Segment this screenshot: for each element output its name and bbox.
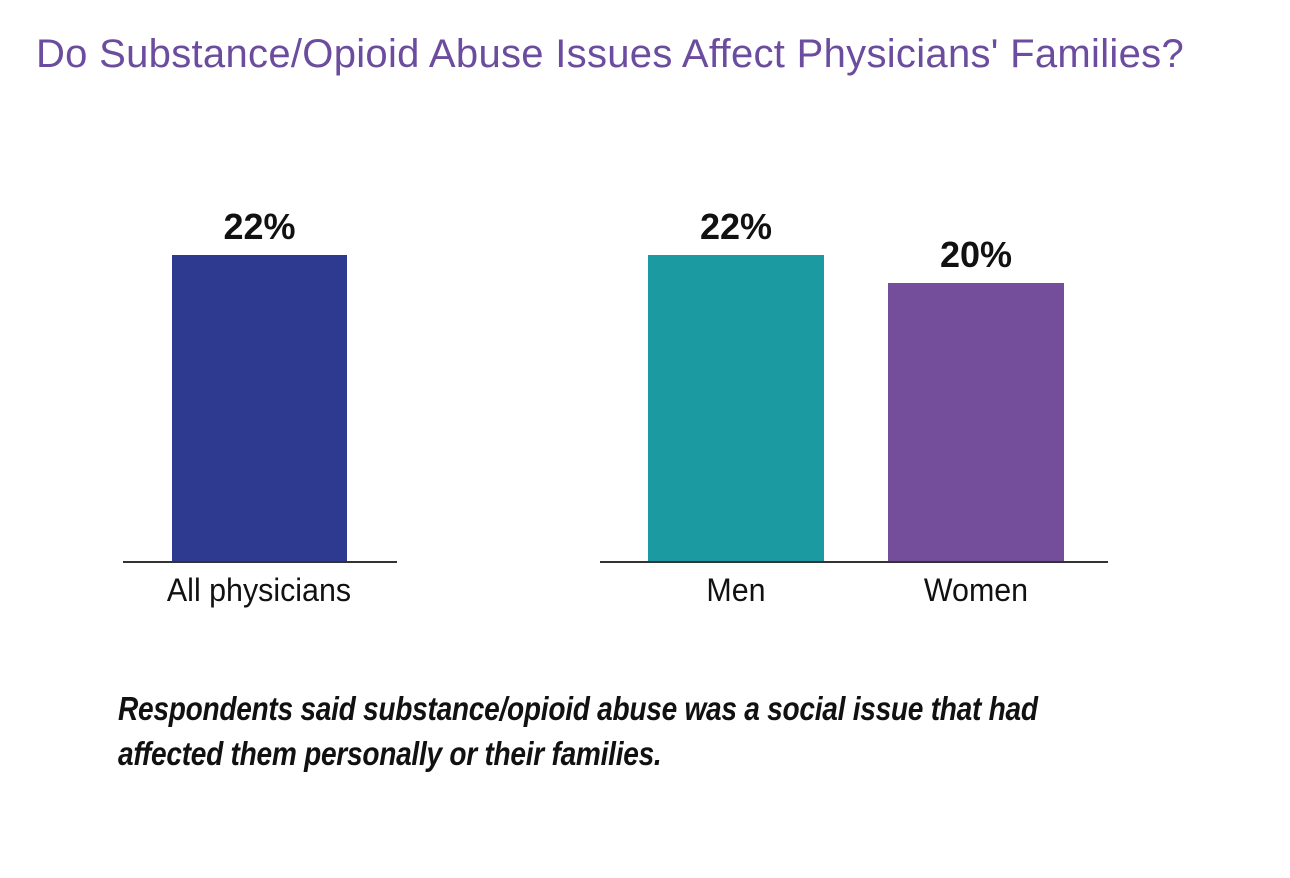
bar-women	[888, 283, 1064, 562]
chart-footnote: Respondents said substance/opioid abuse …	[118, 690, 1038, 772]
value-label-women: 20%	[939, 234, 1013, 275]
axis-line-group-1	[123, 561, 397, 563]
category-label-men: Men	[706, 572, 766, 608]
category-label-all-physicians: All physicians	[166, 572, 352, 608]
axis-line-group-2	[600, 561, 1108, 563]
bar-all-physicians	[172, 255, 347, 562]
bar-column-men: 22%	[648, 208, 824, 562]
value-label-all-physicians: 22%	[223, 206, 296, 247]
bar-column-women: 20%	[888, 236, 1064, 562]
bar-men	[648, 255, 824, 562]
chart-title: Do Substance/Opioid Abuse Issues Affect …	[36, 32, 1185, 76]
bar-column-all-physicians: 22%	[172, 208, 347, 562]
category-label-women: Women	[923, 572, 1029, 608]
value-label-men: 22%	[699, 206, 773, 247]
